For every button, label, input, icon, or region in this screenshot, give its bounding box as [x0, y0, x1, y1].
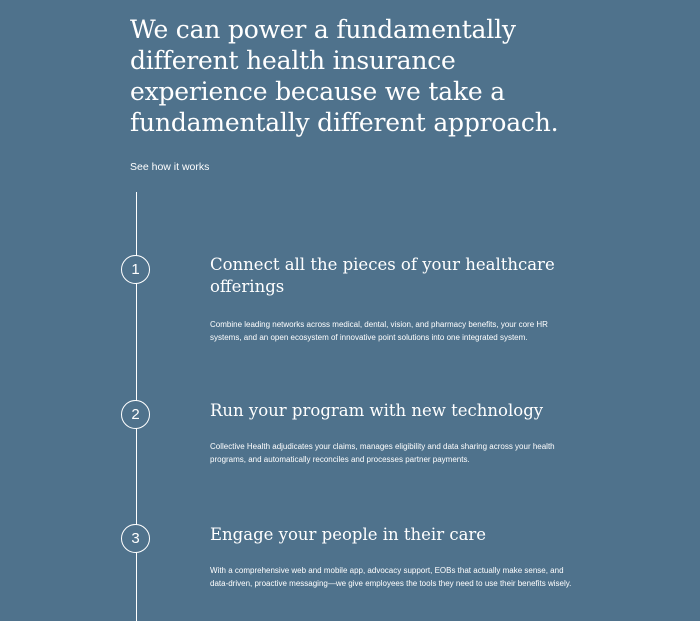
- step-3-number-badge: 3: [121, 524, 150, 553]
- step-3-title: Engage your people in their care: [210, 525, 487, 544]
- see-how-it-works-link[interactable]: See how it works: [130, 161, 210, 173]
- step-2-description: Collective Health adjudicates your claim…: [210, 442, 555, 464]
- step-1-title: Connect all the pieces of your healthcar…: [210, 255, 555, 296]
- hero-title: We can power a fundamentally different h…: [130, 15, 559, 137]
- step-1-description: Combine leading networks across medical,…: [210, 320, 548, 342]
- step-2-number-badge: 2: [121, 400, 150, 429]
- step-1-number-badge: 1: [121, 255, 150, 284]
- step-2-title: Run your program with new technology: [210, 401, 544, 420]
- step-3-description: With a comprehensive web and mobile app,…: [210, 566, 572, 588]
